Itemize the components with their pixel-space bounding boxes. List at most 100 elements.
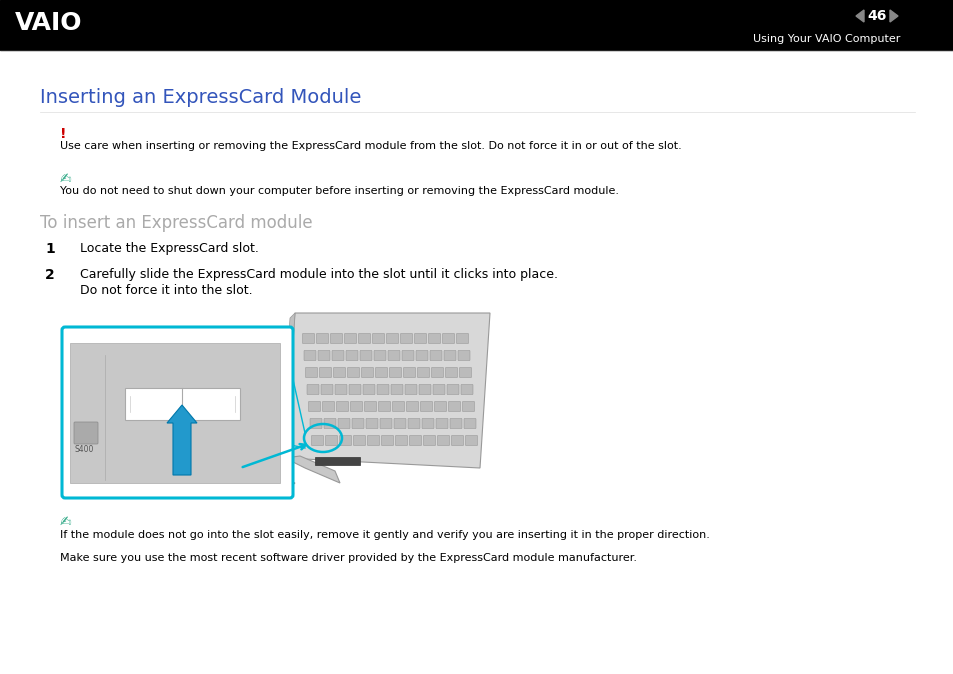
FancyBboxPatch shape bbox=[330, 334, 342, 344]
Bar bbox=[70, 343, 280, 483]
FancyBboxPatch shape bbox=[406, 402, 418, 412]
Text: 2: 2 bbox=[45, 268, 54, 282]
FancyBboxPatch shape bbox=[358, 334, 370, 344]
FancyBboxPatch shape bbox=[347, 367, 359, 377]
FancyBboxPatch shape bbox=[374, 350, 386, 361]
Text: To insert an ExpressCard module: To insert an ExpressCard module bbox=[40, 214, 313, 232]
FancyBboxPatch shape bbox=[395, 435, 407, 446]
FancyBboxPatch shape bbox=[336, 402, 348, 412]
Text: S400: S400 bbox=[75, 445, 94, 454]
FancyBboxPatch shape bbox=[460, 384, 473, 394]
FancyBboxPatch shape bbox=[445, 367, 457, 377]
FancyBboxPatch shape bbox=[337, 419, 350, 429]
FancyBboxPatch shape bbox=[409, 435, 421, 446]
FancyBboxPatch shape bbox=[416, 350, 428, 361]
FancyBboxPatch shape bbox=[448, 402, 460, 412]
FancyBboxPatch shape bbox=[421, 419, 434, 429]
FancyBboxPatch shape bbox=[366, 419, 377, 429]
Text: ✍: ✍ bbox=[60, 172, 71, 186]
FancyBboxPatch shape bbox=[350, 402, 362, 412]
FancyBboxPatch shape bbox=[307, 384, 318, 394]
FancyBboxPatch shape bbox=[352, 419, 364, 429]
FancyBboxPatch shape bbox=[317, 350, 330, 361]
FancyBboxPatch shape bbox=[417, 367, 429, 377]
FancyBboxPatch shape bbox=[325, 435, 337, 446]
FancyBboxPatch shape bbox=[302, 334, 314, 344]
FancyBboxPatch shape bbox=[431, 367, 443, 377]
FancyBboxPatch shape bbox=[408, 419, 419, 429]
FancyBboxPatch shape bbox=[378, 402, 390, 412]
FancyBboxPatch shape bbox=[308, 402, 320, 412]
FancyBboxPatch shape bbox=[405, 384, 416, 394]
FancyBboxPatch shape bbox=[463, 419, 476, 429]
Text: 46: 46 bbox=[866, 9, 885, 23]
Bar bbox=[0, 0, 953, 50]
FancyBboxPatch shape bbox=[450, 419, 461, 429]
FancyBboxPatch shape bbox=[437, 435, 449, 446]
FancyBboxPatch shape bbox=[423, 435, 435, 446]
Text: Locate the ExpressCard slot.: Locate the ExpressCard slot. bbox=[80, 242, 258, 255]
FancyBboxPatch shape bbox=[322, 402, 335, 412]
Bar bbox=[314, 457, 359, 465]
Bar bbox=[125, 388, 240, 420]
FancyBboxPatch shape bbox=[443, 350, 456, 361]
FancyBboxPatch shape bbox=[367, 435, 379, 446]
FancyBboxPatch shape bbox=[319, 367, 331, 377]
FancyBboxPatch shape bbox=[334, 367, 345, 377]
FancyBboxPatch shape bbox=[316, 334, 328, 344]
FancyBboxPatch shape bbox=[372, 334, 384, 344]
FancyBboxPatch shape bbox=[305, 367, 317, 377]
FancyBboxPatch shape bbox=[310, 419, 322, 429]
Text: Make sure you use the most recent software driver provided by the ExpressCard mo: Make sure you use the most recent softwa… bbox=[60, 553, 637, 563]
FancyBboxPatch shape bbox=[354, 435, 365, 446]
FancyBboxPatch shape bbox=[349, 384, 360, 394]
FancyBboxPatch shape bbox=[74, 422, 98, 444]
Polygon shape bbox=[889, 10, 897, 22]
Polygon shape bbox=[280, 313, 294, 461]
FancyBboxPatch shape bbox=[376, 384, 389, 394]
FancyBboxPatch shape bbox=[363, 384, 375, 394]
Text: Carefully slide the ExpressCard module into the slot until it clicks into place.: Carefully slide the ExpressCard module i… bbox=[80, 268, 558, 281]
FancyBboxPatch shape bbox=[335, 384, 347, 394]
FancyBboxPatch shape bbox=[403, 367, 416, 377]
Text: If the module does not go into the slot easily, remove it gently and verify you : If the module does not go into the slot … bbox=[60, 530, 709, 540]
FancyBboxPatch shape bbox=[312, 435, 323, 446]
Text: You do not need to shut down your computer before inserting or removing the Expr: You do not need to shut down your comput… bbox=[60, 186, 618, 196]
FancyBboxPatch shape bbox=[400, 334, 412, 344]
Text: !: ! bbox=[60, 127, 67, 141]
FancyBboxPatch shape bbox=[447, 384, 458, 394]
FancyArrow shape bbox=[167, 405, 196, 475]
FancyBboxPatch shape bbox=[389, 367, 401, 377]
FancyBboxPatch shape bbox=[364, 402, 376, 412]
Polygon shape bbox=[285, 313, 490, 468]
FancyBboxPatch shape bbox=[324, 419, 335, 429]
Text: Inserting an ExpressCard Module: Inserting an ExpressCard Module bbox=[40, 88, 361, 107]
Polygon shape bbox=[205, 463, 294, 498]
Polygon shape bbox=[855, 10, 863, 22]
FancyBboxPatch shape bbox=[359, 350, 372, 361]
FancyBboxPatch shape bbox=[428, 334, 440, 344]
FancyBboxPatch shape bbox=[381, 435, 393, 446]
FancyBboxPatch shape bbox=[346, 350, 357, 361]
FancyBboxPatch shape bbox=[62, 327, 293, 498]
FancyBboxPatch shape bbox=[344, 334, 356, 344]
Text: Using Your VAIO Computer: Using Your VAIO Computer bbox=[752, 34, 899, 44]
FancyBboxPatch shape bbox=[430, 350, 441, 361]
FancyBboxPatch shape bbox=[462, 402, 474, 412]
FancyBboxPatch shape bbox=[414, 334, 426, 344]
FancyBboxPatch shape bbox=[320, 384, 333, 394]
FancyBboxPatch shape bbox=[391, 384, 402, 394]
FancyBboxPatch shape bbox=[420, 402, 432, 412]
FancyBboxPatch shape bbox=[434, 402, 446, 412]
FancyBboxPatch shape bbox=[436, 419, 448, 429]
FancyBboxPatch shape bbox=[401, 350, 414, 361]
Text: 1: 1 bbox=[45, 242, 54, 256]
FancyBboxPatch shape bbox=[392, 402, 404, 412]
FancyBboxPatch shape bbox=[442, 334, 454, 344]
Text: VAIO: VAIO bbox=[15, 11, 82, 35]
FancyBboxPatch shape bbox=[451, 435, 463, 446]
FancyBboxPatch shape bbox=[456, 334, 468, 344]
Text: Use care when inserting or removing the ExpressCard module from the slot. Do not: Use care when inserting or removing the … bbox=[60, 141, 681, 151]
FancyBboxPatch shape bbox=[304, 350, 315, 361]
FancyBboxPatch shape bbox=[465, 435, 477, 446]
